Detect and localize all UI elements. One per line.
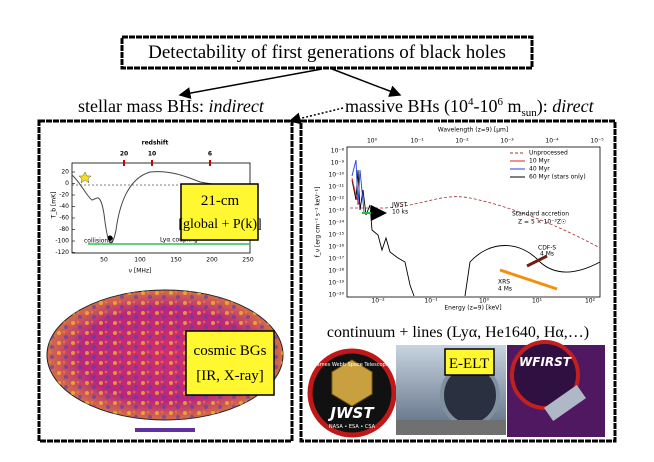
y-tick-label: 10⁻⁹ bbox=[331, 160, 345, 167]
legend-label: 10 Myr bbox=[529, 158, 550, 165]
y-tick-label: 10⁻¹² bbox=[328, 196, 344, 203]
legend-label: Unprocessed bbox=[529, 150, 568, 157]
y-label: f_ν [erg cm⁻² s⁻¹ keV⁻¹] bbox=[315, 187, 322, 258]
box-text: [global + P(k)] bbox=[178, 217, 261, 232]
legend-label: 40 Myr bbox=[529, 166, 550, 173]
mirror bbox=[331, 359, 373, 407]
curve bbox=[351, 159, 365, 213]
y-tick-label: -80 bbox=[59, 226, 69, 233]
top-tick-label: 10⁻⁵ bbox=[590, 138, 604, 145]
y-tick-label: 10⁻²⁰ bbox=[328, 292, 344, 299]
y-tick-label: -20 bbox=[59, 192, 69, 199]
x-tick-label: 100 bbox=[134, 257, 146, 264]
x-tick-label: 10⁻² bbox=[371, 298, 385, 305]
cdfs-sens bbox=[526, 254, 548, 268]
redshift-tick: 6 bbox=[208, 151, 212, 158]
title-box bbox=[120, 35, 534, 70]
y-tick-label: 10⁻¹⁹ bbox=[328, 280, 344, 287]
colorbar bbox=[135, 428, 195, 432]
redshift-tick: 10 bbox=[148, 151, 156, 158]
y-tick-label: -40 bbox=[59, 203, 69, 210]
annotation: collisional bbox=[84, 238, 114, 245]
right-label: massive BHs (104-106 msun): direct bbox=[345, 96, 595, 119]
y-tick-label: 10⁻⁸ bbox=[331, 148, 345, 155]
x-tick-label: 10² bbox=[585, 298, 596, 305]
x-tick-label: 150 bbox=[170, 257, 182, 264]
y-tick-label: 10⁻¹⁷ bbox=[328, 256, 344, 263]
logo-text: WFIRST bbox=[519, 355, 572, 369]
caption: continuum + lines (Lyα, He1640, Hα,…) bbox=[327, 324, 589, 341]
y-tick-label: 0 bbox=[65, 180, 69, 187]
redshift-label: redshift bbox=[142, 140, 169, 147]
top-label: Wavelength (z=9) [μm] bbox=[438, 127, 508, 134]
top-tick-label: 10⁰ bbox=[367, 138, 378, 145]
top-tick-label: 10⁻² bbox=[455, 138, 469, 145]
spacecraft bbox=[544, 384, 586, 422]
right-panel bbox=[299, 119, 617, 443]
y-tick-label: -120 bbox=[55, 249, 69, 256]
dotted-arrow bbox=[288, 107, 344, 125]
curve bbox=[351, 177, 361, 207]
dot bbox=[107, 235, 113, 241]
plot-spectrum: Wavelength (z=9) [μm] Energy (z=9) [keV]… bbox=[315, 127, 605, 312]
y-tick-label: -60 bbox=[59, 215, 69, 222]
annotation: Standard accretion bbox=[512, 211, 569, 218]
logo-text: NASA • ESA • CSA bbox=[329, 424, 376, 430]
y-tick-label: 10⁻¹⁵ bbox=[328, 232, 344, 239]
y-tick-label: 10⁻¹³ bbox=[328, 208, 344, 215]
xrs-sens bbox=[499, 268, 558, 291]
y-tick-label: 10⁻¹⁸ bbox=[328, 268, 344, 275]
y-tick-label: -100 bbox=[55, 238, 69, 245]
y-tick-label: 10⁻¹⁰ bbox=[328, 172, 344, 179]
box-text: E-ELT bbox=[449, 356, 489, 372]
title: Detectability of first generations of bl… bbox=[148, 42, 506, 63]
curve bbox=[350, 196, 601, 249]
logo-text: James Webb Space Telescope bbox=[314, 362, 389, 368]
arrow bbox=[178, 68, 323, 100]
annotation: 4 Ms bbox=[498, 286, 512, 293]
legend-label: 60 Myr (stars only) bbox=[529, 174, 586, 181]
left-label: stellar mass BHs: indirect bbox=[78, 96, 265, 116]
x-label: ν [MHz] bbox=[129, 268, 152, 275]
annotation: Z = 5 × 10⁻³Z☉ bbox=[518, 219, 566, 226]
y-tick-label: 20 bbox=[61, 169, 69, 176]
star bbox=[78, 171, 92, 184]
annotation: Lyα coupling bbox=[160, 237, 198, 244]
box-text: cosmic BGs bbox=[194, 343, 267, 359]
label-box bbox=[180, 183, 259, 241]
box-text: 21-cm bbox=[201, 193, 240, 209]
x-tick-label: 10⁰ bbox=[479, 298, 490, 305]
y-tick-label: 10⁻¹⁶ bbox=[328, 244, 344, 251]
label-box bbox=[185, 330, 275, 396]
box-text: [IR, X-ray] bbox=[196, 368, 263, 384]
x-tick-label: 200 bbox=[206, 257, 218, 264]
x-tick-label: 250 bbox=[242, 257, 254, 264]
annotation: 10 ks bbox=[392, 209, 408, 216]
top-tick-label: 10⁻¹ bbox=[410, 138, 424, 145]
plot-frame bbox=[346, 146, 601, 298]
x-tick-label: 50 bbox=[100, 257, 108, 264]
label-box bbox=[444, 348, 495, 376]
left-panel bbox=[37, 119, 294, 443]
y-label: T_b [mK] bbox=[51, 192, 58, 220]
top-tick-label: 10⁻³ bbox=[500, 138, 514, 145]
redshift-tick: 20 bbox=[120, 151, 128, 158]
x-label: Energy (z=9) [keV] bbox=[444, 305, 501, 312]
ground bbox=[396, 420, 506, 435]
logo-text: JWST bbox=[327, 404, 375, 422]
x-tick-label: 10⁻¹ bbox=[424, 298, 438, 305]
annotation: XRS bbox=[498, 279, 510, 286]
curve bbox=[71, 171, 251, 244]
y-tick-label: 10⁻¹¹ bbox=[328, 184, 344, 191]
annotation: 4 Ms bbox=[540, 251, 554, 258]
arrow bbox=[331, 68, 402, 97]
annotation: JWST bbox=[391, 202, 408, 209]
y-tick-label: 10⁻¹⁴ bbox=[328, 220, 344, 227]
top-tick-label: 10⁻⁴ bbox=[545, 138, 559, 145]
x-tick-label: 10¹ bbox=[532, 298, 543, 305]
annotation: CDF-S bbox=[538, 245, 556, 252]
